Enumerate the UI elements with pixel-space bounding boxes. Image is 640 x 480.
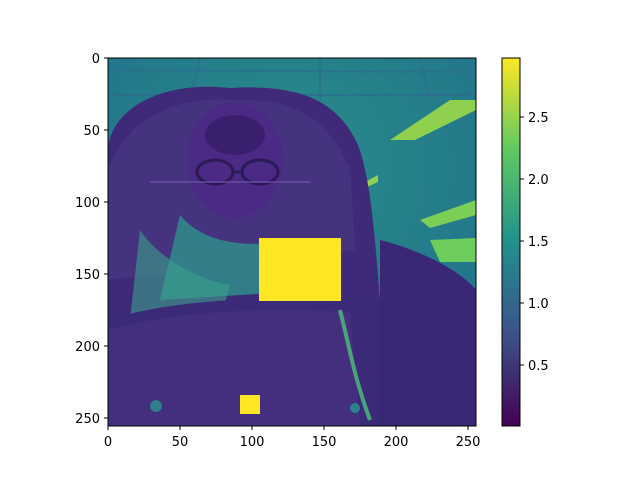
colorbar: 0.5 1.0 1.5 2.0 2.5 [501, 57, 549, 427]
x-tick-label: 100 [240, 435, 265, 450]
colorbar-tick-label: 0.5 [528, 359, 549, 374]
colorbar-tick-label: 1.0 [528, 297, 549, 312]
occlusion-patch-small [240, 395, 260, 414]
colorbar-tick-label: 2.0 [528, 173, 549, 188]
occlusion-patch-large [259, 238, 341, 301]
x-axis: 0 50 100 150 200 250 [104, 426, 481, 450]
y-tick-label: 0 [92, 52, 100, 67]
x-tick-label: 50 [172, 435, 189, 450]
x-tick-label: 250 [456, 435, 481, 450]
x-tick-label: 200 [384, 435, 409, 450]
y-tick-label: 250 [75, 412, 100, 427]
x-tick-label: 150 [312, 435, 337, 450]
x-tick-label: 0 [104, 435, 112, 450]
heatmap-image [108, 58, 476, 426]
y-tick-label: 50 [83, 124, 100, 139]
y-axis: 0 50 100 150 200 250 [75, 52, 108, 427]
colorbar-tick-label: 2.5 [528, 111, 549, 126]
y-tick-label: 200 [75, 340, 100, 355]
colorbar-gradient [501, 57, 521, 427]
colorbar-tick-label: 1.5 [528, 235, 549, 250]
y-tick-label: 100 [75, 196, 100, 211]
y-tick-label: 150 [75, 268, 100, 283]
image-frame [107, 57, 477, 427]
